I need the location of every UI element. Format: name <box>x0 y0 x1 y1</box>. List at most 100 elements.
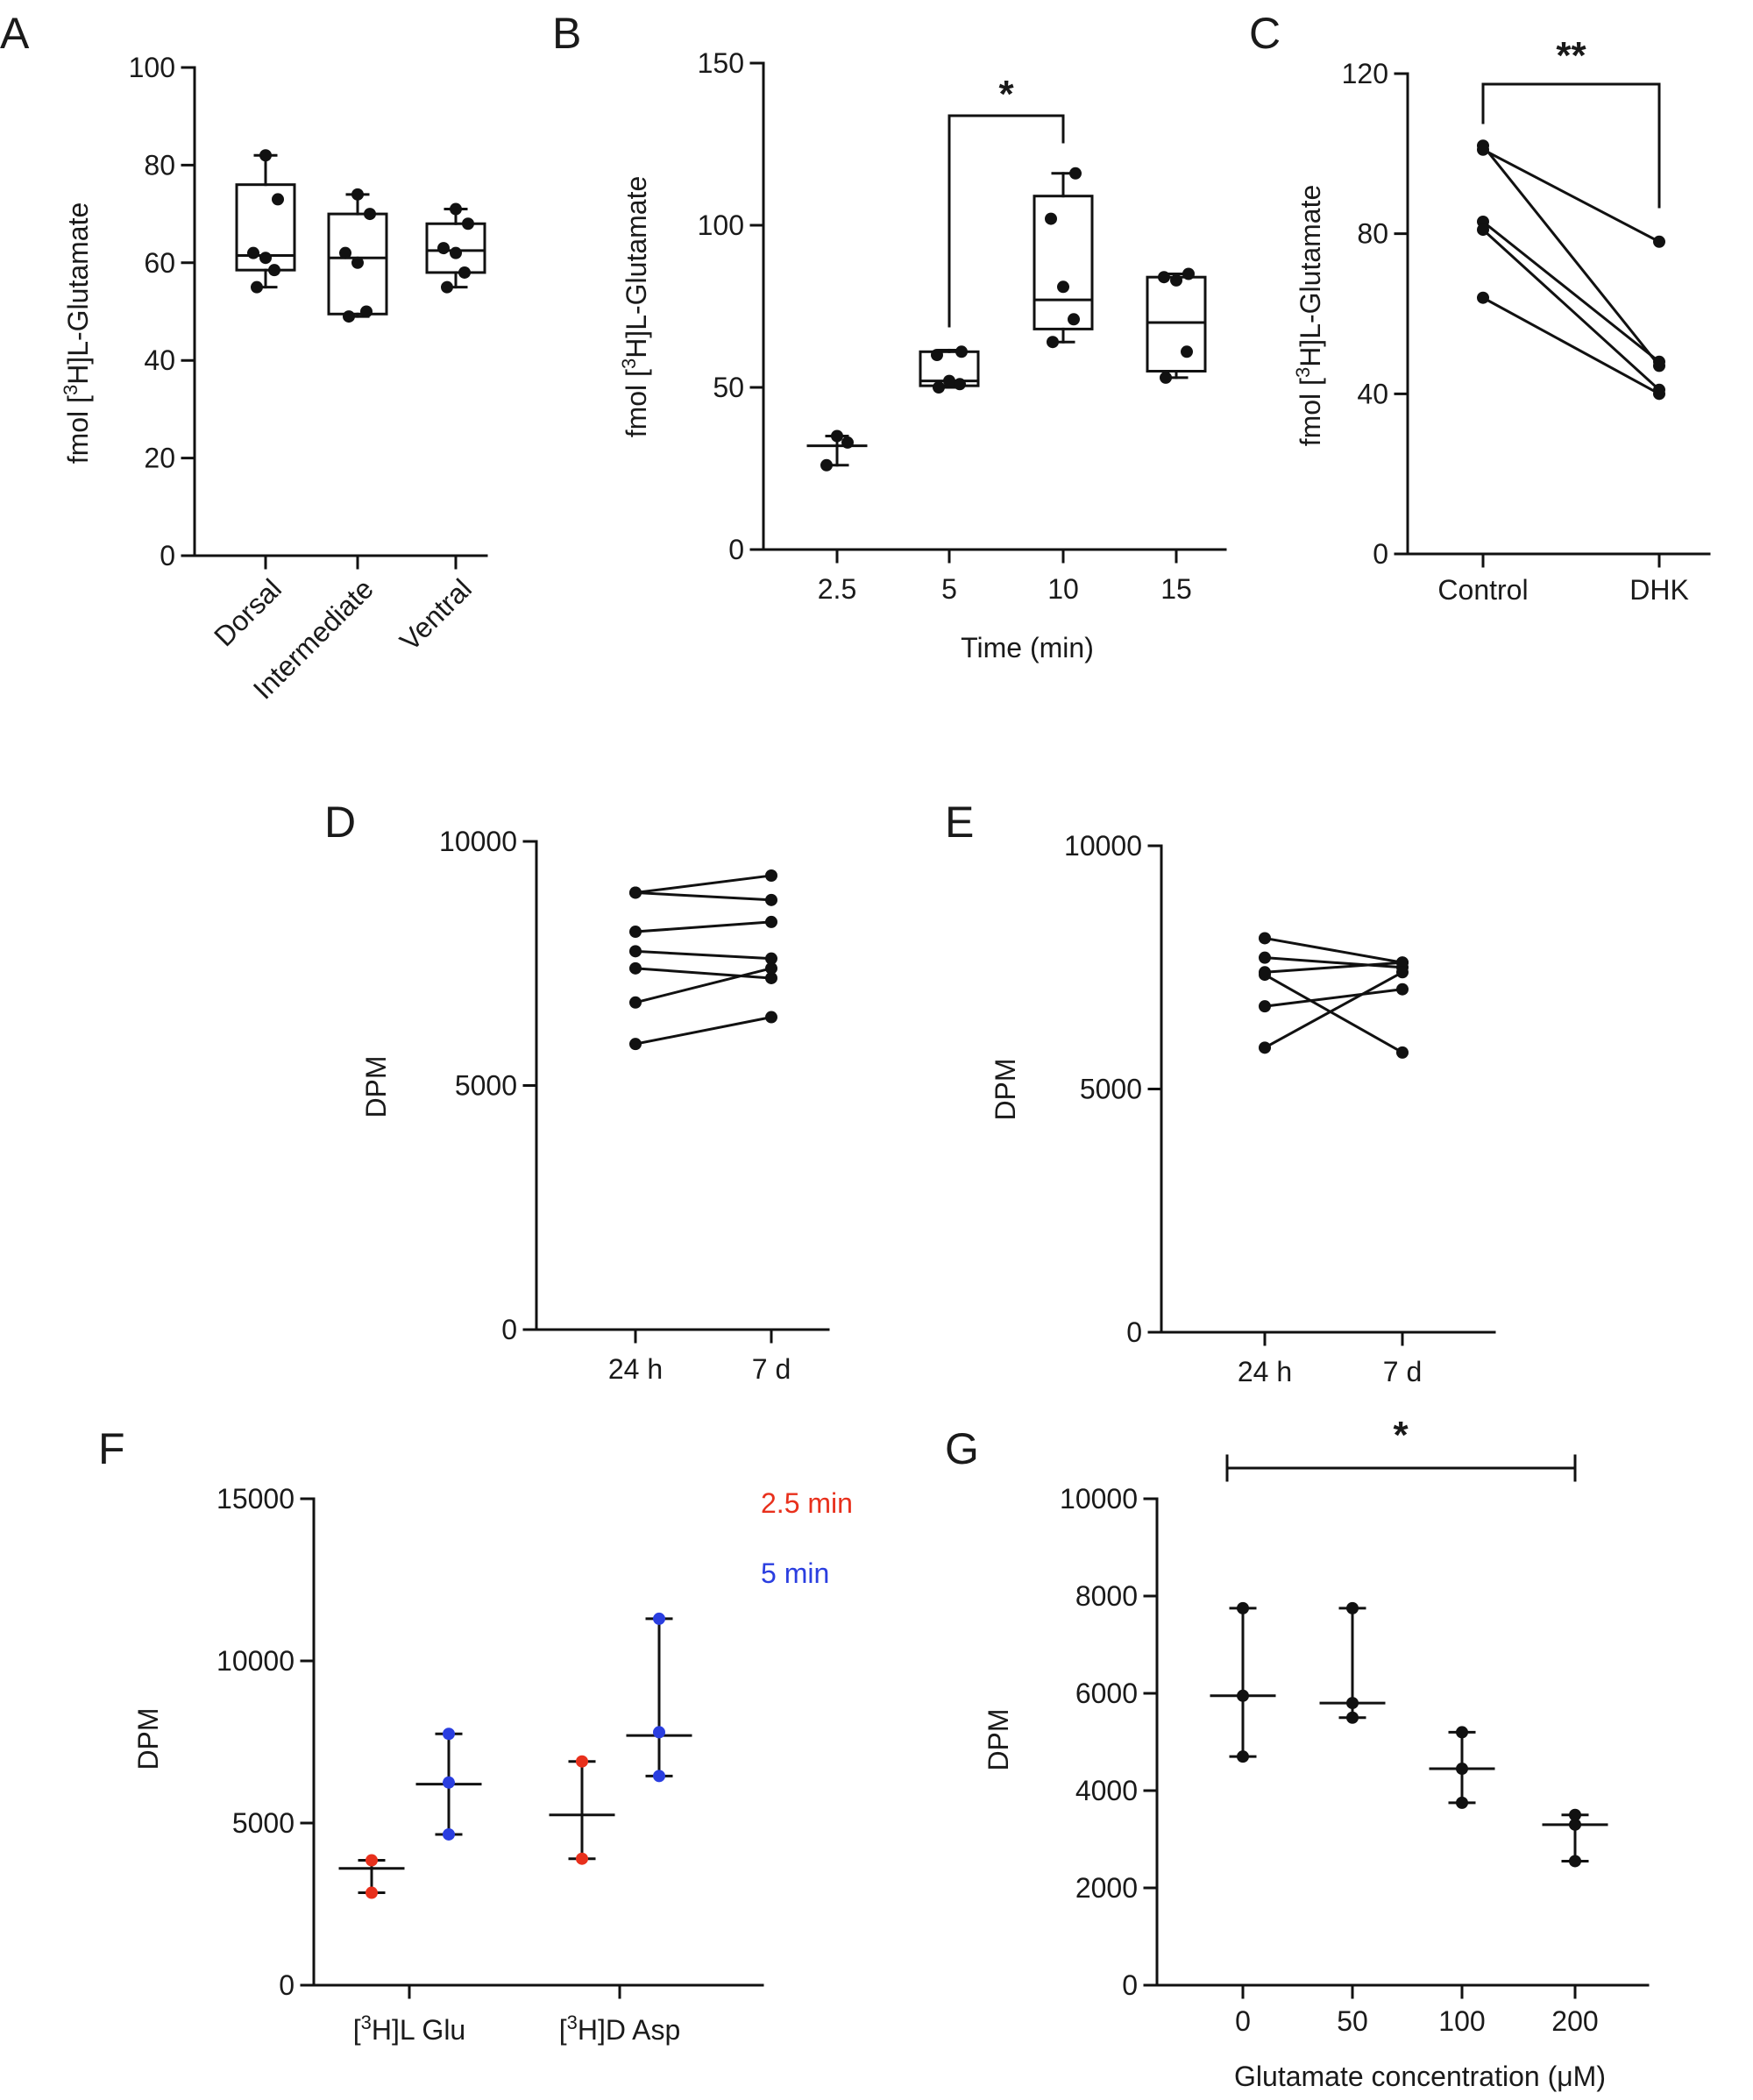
data-point-g <box>1346 1711 1359 1724</box>
data-point-b <box>831 429 843 443</box>
y-tick-label-g: 0 <box>1122 1969 1138 2001</box>
y-tick-label-g: 6000 <box>1075 1678 1138 1709</box>
data-point-b <box>1181 345 1193 358</box>
panel-letter-c: C <box>1249 9 1281 58</box>
paired-line-e <box>1263 961 1404 974</box>
data-point-f <box>443 1728 455 1741</box>
data-point-a <box>364 208 376 221</box>
data-point-d <box>765 915 777 928</box>
panel-e: E 0 5000 10000 24 h 7 d DPM <box>945 798 1496 1387</box>
data-point-e <box>1259 932 1271 945</box>
plot-d: 0 5000 10000 24 h 7 d <box>439 826 830 1385</box>
paired-line-c <box>1480 219 1662 364</box>
data-point-b <box>1057 280 1069 294</box>
y-tick-label-d: 5000 <box>455 1070 517 1102</box>
data-point-g <box>1569 1818 1581 1831</box>
panel-g: G 0 2000 4000 6000 8000 10000 0 50 100 200 * DPM G… <box>945 1414 1650 2092</box>
y-axis-label-d: DPM <box>360 1055 392 1117</box>
significance-star-b: * <box>998 73 1014 116</box>
data-point-a <box>462 217 474 231</box>
data-point-g <box>1456 1726 1468 1739</box>
y-tick-label-b: 100 <box>698 209 744 241</box>
panel-letter-d: D <box>324 798 356 847</box>
y-tick-label-c: 40 <box>1357 378 1388 409</box>
data-point-b <box>1045 212 1057 225</box>
box-b <box>1033 195 1094 330</box>
significance-star-g: * <box>1393 1414 1409 1457</box>
data-point-a <box>458 266 471 279</box>
data-point-d <box>629 945 642 958</box>
data-point-f <box>653 1726 665 1739</box>
data-point-a <box>259 149 272 162</box>
data-point-a <box>343 310 355 323</box>
data-point-a <box>351 188 364 201</box>
data-point-b <box>820 458 833 472</box>
x-tick-label-d: 7 d <box>752 1353 791 1385</box>
paired-line-d <box>634 967 773 980</box>
data-point-b <box>1158 271 1170 284</box>
x-tick-label-part-f: H]L Glu <box>372 2014 465 2046</box>
y-tick-label-a: 100 <box>129 52 175 83</box>
paired-line-e <box>1262 970 1405 1050</box>
data-point-b <box>1170 273 1182 287</box>
data-point-a <box>351 256 364 269</box>
data-point-a <box>268 264 280 277</box>
data-point-g <box>1456 1763 1468 1776</box>
data-point-c <box>1653 235 1665 248</box>
data-point-c <box>1477 143 1489 156</box>
data-point-e <box>1396 956 1409 969</box>
panel-b: B 0 50 100 150 2.5 5 10 15 * fmol [3H]L-Glutamat… <box>552 9 1227 663</box>
significance-star-c: ** <box>1556 34 1586 77</box>
data-point-b <box>1182 267 1195 280</box>
data-point-f <box>653 1612 665 1625</box>
data-point-d <box>629 926 642 939</box>
data-point-d <box>629 996 642 1009</box>
x-tick-label-c: Control <box>1437 574 1528 606</box>
y-tick-label-g: 2000 <box>1075 1872 1138 1904</box>
data-point-g <box>1346 1697 1359 1710</box>
panel-c: C 0 40 80 120 Control DHK ** fmol [3H]L-Glutam… <box>1249 9 1711 606</box>
data-point-b <box>954 378 966 391</box>
data-point-d <box>765 971 777 984</box>
x-tick-label-g: 200 <box>1551 2005 1598 2037</box>
y-tick-label-f: 5000 <box>232 1807 295 1839</box>
x-tick-label-a: Dorsal <box>208 572 287 652</box>
x-tick-label-b: 2.5 <box>818 573 856 605</box>
data-point-a <box>339 246 351 259</box>
x-tick-label-part-f: H]D Asp <box>578 2014 680 2046</box>
x-tick-label-g: 50 <box>1337 2005 1368 2037</box>
x-tick-label-e: 24 h <box>1238 1356 1292 1387</box>
data-point-b <box>841 436 854 449</box>
panel-d: D 0 5000 10000 24 h 7 d DPM <box>324 798 830 1385</box>
x-tick-label-b: 10 <box>1047 573 1079 605</box>
paired-line-e <box>1263 988 1404 1008</box>
y-axis-label-b: fmol [3H]L-Glutamate <box>618 176 653 438</box>
data-point-g <box>1456 1796 1468 1809</box>
y-tick-label-c: 0 <box>1373 538 1388 570</box>
paired-line-c <box>1480 147 1662 244</box>
x-tick-label-part-f: [ <box>559 2014 567 2046</box>
paired-line-c <box>1480 227 1662 392</box>
data-point-g <box>1237 1601 1249 1614</box>
data-point-b <box>931 349 943 361</box>
data-point-b <box>1068 313 1080 326</box>
data-point-g <box>1346 1601 1359 1614</box>
y-tick-label-a: 0 <box>160 540 175 571</box>
data-point-a <box>251 280 263 294</box>
x-tick-label-e: 7 d <box>1383 1356 1422 1387</box>
data-point-b <box>1160 371 1172 384</box>
data-point-d <box>765 961 777 975</box>
panel-letter-e: E <box>945 798 974 847</box>
data-point-a <box>441 280 453 294</box>
data-point-d <box>629 961 642 975</box>
panel-letter-b: B <box>552 9 581 58</box>
x-tick-label-c: DHK <box>1629 574 1689 606</box>
y-tick-label-b: 150 <box>698 47 744 79</box>
data-point-f <box>366 1854 378 1867</box>
plot-e: 0 5000 10000 24 h 7 d <box>1064 830 1496 1387</box>
data-point-c <box>1477 291 1489 304</box>
y-tick-label-b: 50 <box>713 372 744 403</box>
panel-letter-a: A <box>0 9 30 58</box>
